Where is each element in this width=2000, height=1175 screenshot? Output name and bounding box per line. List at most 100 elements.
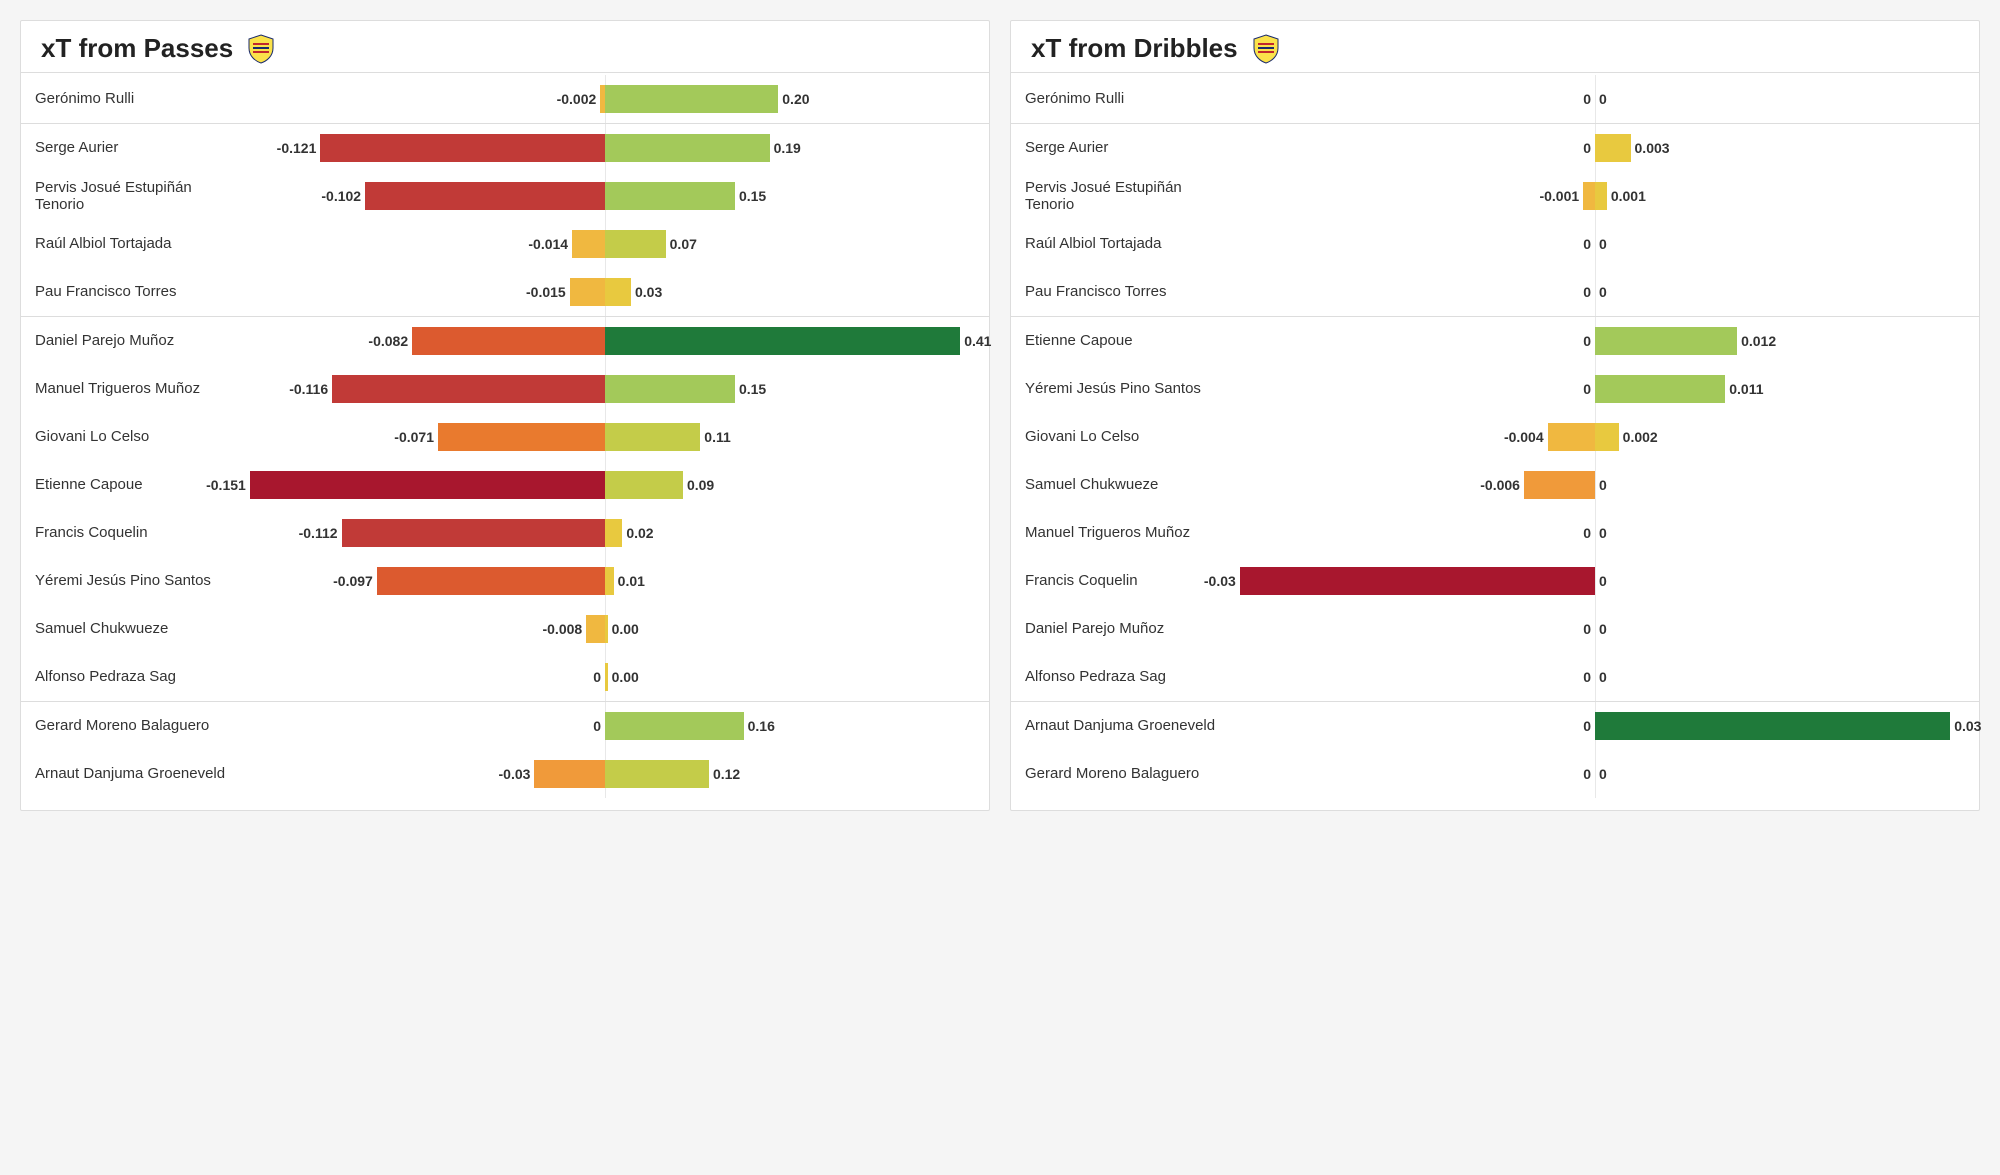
player-name: Pervis Josué Estupiñán Tenorio	[1025, 179, 1225, 214]
bar-negative	[412, 327, 605, 355]
label-negative: -0.102	[321, 188, 365, 204]
chart-panel-passes: xT from Passes Gerónimo Rulli -0.002 0.2…	[20, 20, 990, 811]
label-positive: 0	[1595, 284, 1607, 300]
bar-area: 0 0	[1225, 85, 1965, 113]
bar-area: 0 0.16	[235, 712, 975, 740]
label-positive: 0	[1595, 766, 1607, 782]
player-name: Arnaut Danjuma Groeneveld	[35, 765, 235, 782]
chart-panel-dribbles: xT from Dribbles Gerónimo Rulli 0 0 Serg…	[1010, 20, 1980, 811]
chart-title: xT from Dribbles	[1031, 33, 1238, 64]
label-positive: 0.01	[614, 573, 645, 589]
bar-area: -0.121 0.19	[235, 134, 975, 162]
player-row: Etienne Capoue -0.151 0.09	[21, 461, 989, 509]
player-name: Manuel Trigueros Muñoz	[1025, 524, 1225, 541]
player-name: Francis Coquelin	[1025, 572, 1225, 589]
label-negative: -0.03	[499, 766, 535, 782]
chart-header: xT from Passes	[21, 33, 989, 73]
label-negative: -0.001	[1539, 188, 1583, 204]
player-row: Manuel Trigueros Muñoz -0.116 0.15	[21, 365, 989, 413]
label-positive: 0.20	[778, 91, 809, 107]
label-negative: 0	[1583, 718, 1595, 734]
bar-negative	[320, 134, 605, 162]
label-negative: 0	[1583, 284, 1595, 300]
bar-area: -0.015 0.03	[235, 278, 975, 306]
player-name: Serge Aurier	[35, 139, 235, 156]
label-positive: 0.07	[666, 236, 697, 252]
player-row: Yéremi Jesús Pino Santos -0.097 0.01	[21, 557, 989, 605]
label-negative: 0	[593, 718, 605, 734]
label-positive: 0	[1595, 621, 1607, 637]
player-row: Francis Coquelin -0.03 0	[1011, 557, 1979, 605]
player-name: Gerónimo Rulli	[35, 90, 235, 107]
bar-positive	[605, 760, 709, 788]
player-row: Gerónimo Rulli -0.002 0.20	[21, 75, 989, 123]
label-positive: 0	[1595, 477, 1607, 493]
club-badge-icon	[247, 34, 275, 64]
player-row: Yéremi Jesús Pino Santos 0 0.011	[1011, 365, 1979, 413]
bar-positive	[605, 471, 683, 499]
bar-area: 0 0	[1225, 278, 1965, 306]
label-negative: 0	[1583, 140, 1595, 156]
label-negative: -0.116	[289, 381, 332, 397]
player-name: Gerónimo Rulli	[1025, 90, 1225, 107]
label-positive: 0.011	[1725, 381, 1763, 397]
bar-negative	[586, 615, 605, 643]
bar-positive	[605, 423, 700, 451]
bar-positive	[605, 85, 778, 113]
bar-positive	[1595, 712, 1950, 740]
label-positive: 0.19	[770, 140, 801, 156]
label-positive: 0.00	[608, 669, 639, 685]
label-positive: 0.09	[683, 477, 714, 493]
player-name: Raúl Albiol Tortajada	[1025, 235, 1225, 252]
label-negative: -0.082	[368, 333, 412, 349]
player-row: Gerard Moreno Balaguero 0 0	[1011, 750, 1979, 798]
label-negative: -0.002	[557, 91, 601, 107]
chart-title: xT from Passes	[41, 33, 233, 64]
label-negative: -0.071	[394, 429, 438, 445]
label-negative: -0.004	[1504, 429, 1548, 445]
player-row: Francis Coquelin -0.112 0.02	[21, 509, 989, 557]
player-row: Gerónimo Rulli 0 0	[1011, 75, 1979, 123]
player-name: Giovani Lo Celso	[1025, 428, 1225, 445]
bar-negative	[570, 278, 605, 306]
label-positive: 0.02	[622, 525, 653, 541]
player-name: Gerard Moreno Balaguero	[1025, 765, 1225, 782]
bar-positive	[605, 519, 622, 547]
bar-negative	[365, 182, 605, 210]
bar-negative	[438, 423, 605, 451]
bar-positive	[1595, 423, 1619, 451]
label-positive: 0.15	[735, 381, 766, 397]
player-name: Samuel Chukwueze	[35, 620, 235, 637]
player-row: Pervis Josué Estupiñán Tenorio -0.001 0.…	[1011, 172, 1979, 220]
player-row: Arnaut Danjuma Groeneveld 0 0.03	[1011, 702, 1979, 750]
bar-area: -0.112 0.02	[235, 519, 975, 547]
label-positive: 0	[1595, 91, 1607, 107]
bar-positive	[605, 567, 614, 595]
label-negative: -0.015	[526, 284, 570, 300]
bar-area: -0.004 0.002	[1225, 423, 1965, 451]
label-positive: 0.12	[709, 766, 740, 782]
label-negative: -0.112	[299, 525, 342, 541]
label-negative: -0.097	[333, 573, 377, 589]
player-row: Alfonso Pedraza Sag 0 0.00	[21, 653, 989, 701]
player-name: Etienne Capoue	[35, 476, 235, 493]
bar-positive	[1595, 134, 1631, 162]
bar-area: 0 0.012	[1225, 327, 1965, 355]
label-positive: 0.00	[608, 621, 639, 637]
label-negative: 0	[1583, 91, 1595, 107]
label-negative: -0.151	[206, 477, 250, 493]
player-row: Daniel Parejo Muñoz -0.082 0.41	[21, 317, 989, 365]
label-negative: -0.006	[1480, 477, 1524, 493]
player-name: Samuel Chukwueze	[1025, 476, 1225, 493]
bar-positive	[605, 712, 744, 740]
bar-negative	[250, 471, 605, 499]
player-row: Samuel Chukwueze -0.008 0.00	[21, 605, 989, 653]
label-negative: -0.03	[1204, 573, 1240, 589]
bar-area: 0 0.03	[1225, 712, 1965, 740]
label-negative: 0	[1583, 236, 1595, 252]
bar-negative	[1583, 182, 1595, 210]
player-name: Giovani Lo Celso	[35, 428, 235, 445]
player-row: Raúl Albiol Tortajada 0 0	[1011, 220, 1979, 268]
label-positive: 0	[1595, 236, 1607, 252]
bar-negative	[534, 760, 605, 788]
